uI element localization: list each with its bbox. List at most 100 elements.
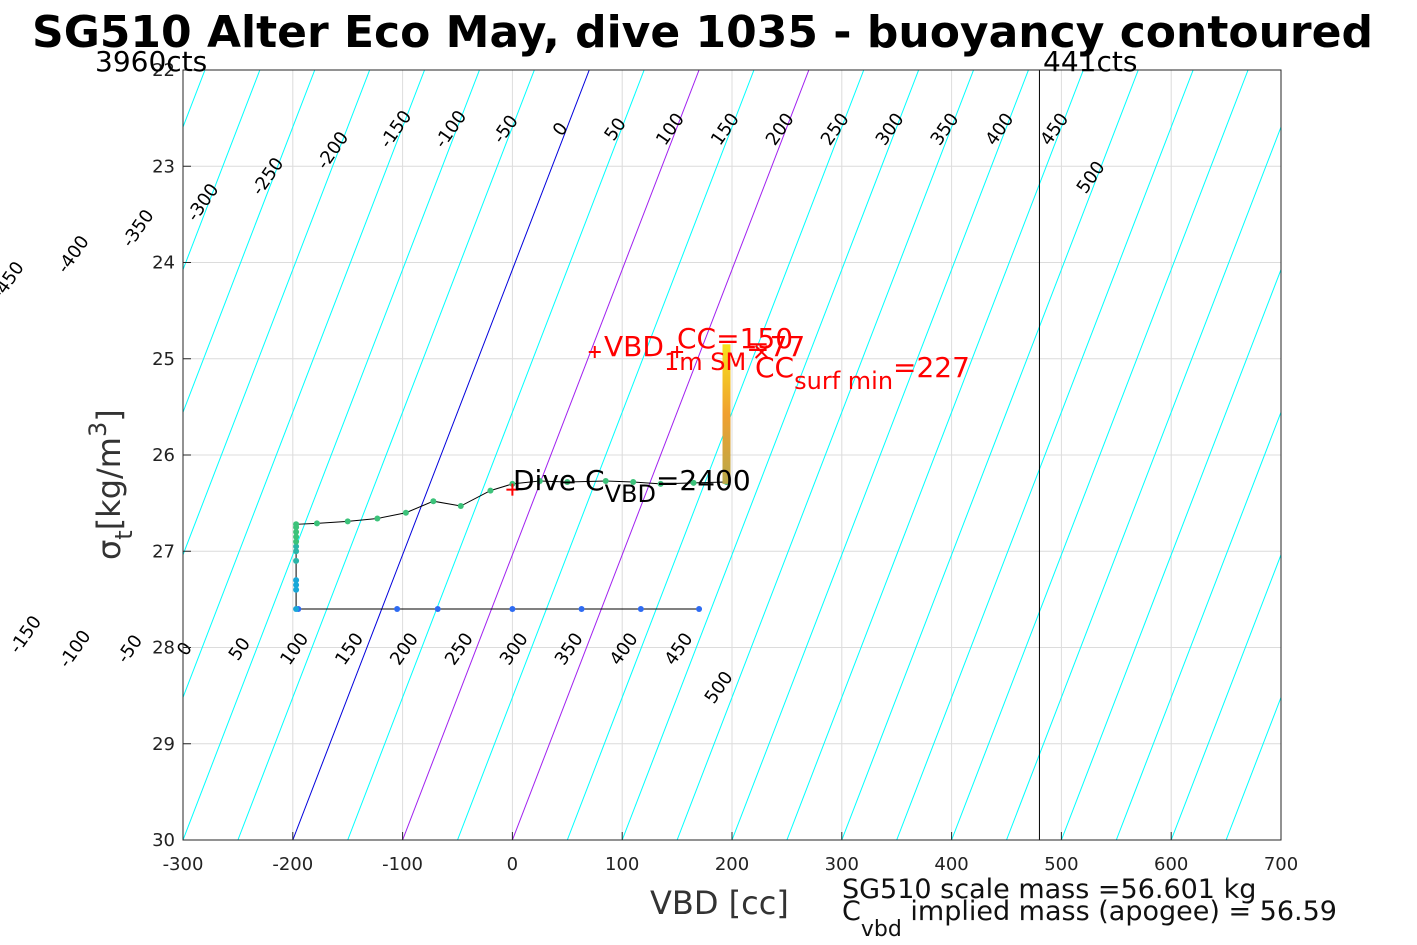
footer-implied-mass: Cvbd implied mass (apogee) = 56.59 xyxy=(842,896,1337,942)
cyan-contour-line xyxy=(786,70,1084,840)
profile-data-point xyxy=(430,498,437,505)
profile-data-point xyxy=(374,515,381,522)
profile-data-point xyxy=(293,521,300,528)
y-tick-label: 25 xyxy=(152,349,175,370)
profile-data-point xyxy=(313,520,320,527)
profile-data-point xyxy=(402,509,409,516)
contour-labels: -450-400-350-300-250-200 -150 -100 -50 0 50 10… xyxy=(0,107,1110,708)
x-axis-label: VBD [cc] xyxy=(650,884,789,922)
contour-bottom-label: 200 xyxy=(386,629,423,669)
x-tick-label: -300 xyxy=(163,854,204,875)
vbd-1m-sm-value: =77 xyxy=(746,330,805,363)
dive-c-vbd-sub: VBD xyxy=(605,480,656,508)
chart-title: SG510 Alter Eco May, dive 1035 - buoyanc… xyxy=(32,7,1373,58)
contour-bottom-label: 450 xyxy=(661,629,698,669)
contour-top-label: 350 xyxy=(927,109,964,149)
apogee-data-point xyxy=(637,606,644,612)
cyan-contour-line xyxy=(183,70,261,272)
profile-data-point xyxy=(293,586,300,593)
cyan-contour-line xyxy=(621,70,920,840)
x-tick-label: 700 xyxy=(1264,854,1298,875)
contour-top-label: -450 xyxy=(0,258,29,304)
profile-data-point xyxy=(293,533,300,540)
cyan-contour-line xyxy=(347,70,645,840)
contour-top-label: 300 xyxy=(872,109,909,149)
y-tick-label: 26 xyxy=(152,445,175,466)
dive-data xyxy=(293,344,769,612)
cyan-contour-line xyxy=(841,70,1139,840)
contour-bottom-label: -150 xyxy=(5,612,46,658)
y-tick-label: 29 xyxy=(152,734,175,755)
profile-data-point xyxy=(564,478,571,485)
y-tick-label: 30 xyxy=(152,830,175,851)
cyan-contour-line xyxy=(1170,553,1281,840)
contour-bottom-label: 250 xyxy=(441,629,478,669)
x-tick-label: 500 xyxy=(1044,854,1078,875)
cc-surf-min-marker xyxy=(754,345,769,359)
vbd-range-bar xyxy=(722,344,731,484)
y-axis-unit: [kg/m xyxy=(90,437,128,530)
cc-value: =150 xyxy=(716,322,793,355)
contour-bottom-label: -100 xyxy=(55,626,96,672)
profile-data-point xyxy=(657,480,664,487)
zero-contour-line xyxy=(292,70,590,840)
profile-data-point xyxy=(630,478,637,485)
cyan-contour-line xyxy=(1280,838,1281,840)
x-tick-label: 0 xyxy=(507,854,518,875)
profile-data-point xyxy=(293,557,300,564)
contour-lines xyxy=(0,70,1281,840)
x-tick-labels: -300 -200 -100 0 100 200 300 400 500 600 700 xyxy=(163,832,1298,875)
profile-data-point xyxy=(487,487,494,494)
y-tick-labels: 22 23 24 25 26 27 28 29 30 xyxy=(152,60,191,851)
x-tick-label: 600 xyxy=(1154,854,1188,875)
contour-top-label: 250 xyxy=(817,109,854,149)
cc-main: CC xyxy=(677,322,716,355)
cyan-contour-line xyxy=(566,70,865,840)
contour-bottom-label: 400 xyxy=(606,629,643,669)
contour-bottom-label: 100 xyxy=(276,629,313,669)
apogee-data-point xyxy=(434,606,441,612)
magenta-contour-line xyxy=(402,70,700,840)
contour-bottom-label: 150 xyxy=(331,629,368,669)
cc-surf-min-sub: surf min xyxy=(794,367,893,395)
profile-data-point xyxy=(690,479,697,486)
apogee-data-point xyxy=(696,606,703,612)
svg-text:σt[kg/m3]: σt[kg/m3] xyxy=(84,409,138,560)
cyan-contour-line xyxy=(183,70,426,699)
contour-bottom-label: -50 xyxy=(113,631,147,667)
cyan-contour-line xyxy=(1225,696,1281,840)
vbd-1m-sm-annotation: VBD1m SM=77 xyxy=(604,330,805,376)
cyan-contour-line xyxy=(183,70,371,557)
y-axis-symbol: σ xyxy=(90,540,128,560)
profile-data-point xyxy=(536,477,543,484)
cc-annotation: CC=150 xyxy=(677,322,793,355)
cyan-contour-line xyxy=(183,70,480,840)
profile-data-point xyxy=(344,518,351,525)
cyan-contour-line xyxy=(1060,268,1281,840)
cyan-contour-line xyxy=(0,70,95,840)
contour-top-label: 400 xyxy=(981,109,1018,149)
dive-c-vbd-value: =2400 xyxy=(656,464,751,497)
vbd-1m-sm-main: VBD xyxy=(604,330,664,363)
x-tick-label: -200 xyxy=(272,854,313,875)
profile-data-point xyxy=(293,529,300,535)
cyan-contour-line xyxy=(237,70,535,840)
contour-top-label: -50 xyxy=(489,111,523,147)
contour-bottom-label: 300 xyxy=(496,629,533,669)
cyan-contour-line xyxy=(676,70,975,840)
cyan-contour-line xyxy=(1006,125,1281,840)
contour-top-label: -250 xyxy=(248,154,289,200)
apogee-data-point xyxy=(394,606,401,612)
y-tick-label: 28 xyxy=(152,638,175,659)
contour-top-label: -350 xyxy=(118,206,159,252)
cyan-contour-line xyxy=(896,70,1194,840)
profile-data-point xyxy=(457,503,464,510)
contour-bottom-label: 50 xyxy=(225,634,255,665)
x-tick-label: 200 xyxy=(715,854,749,875)
y-tick-label: 24 xyxy=(152,253,175,274)
contour-top-label: 200 xyxy=(762,109,799,149)
x-tick-label: 400 xyxy=(934,854,968,875)
contour-top-label: -300 xyxy=(183,180,224,226)
contour-top-label: 150 xyxy=(707,109,744,149)
x-tick-label: -100 xyxy=(382,854,423,875)
